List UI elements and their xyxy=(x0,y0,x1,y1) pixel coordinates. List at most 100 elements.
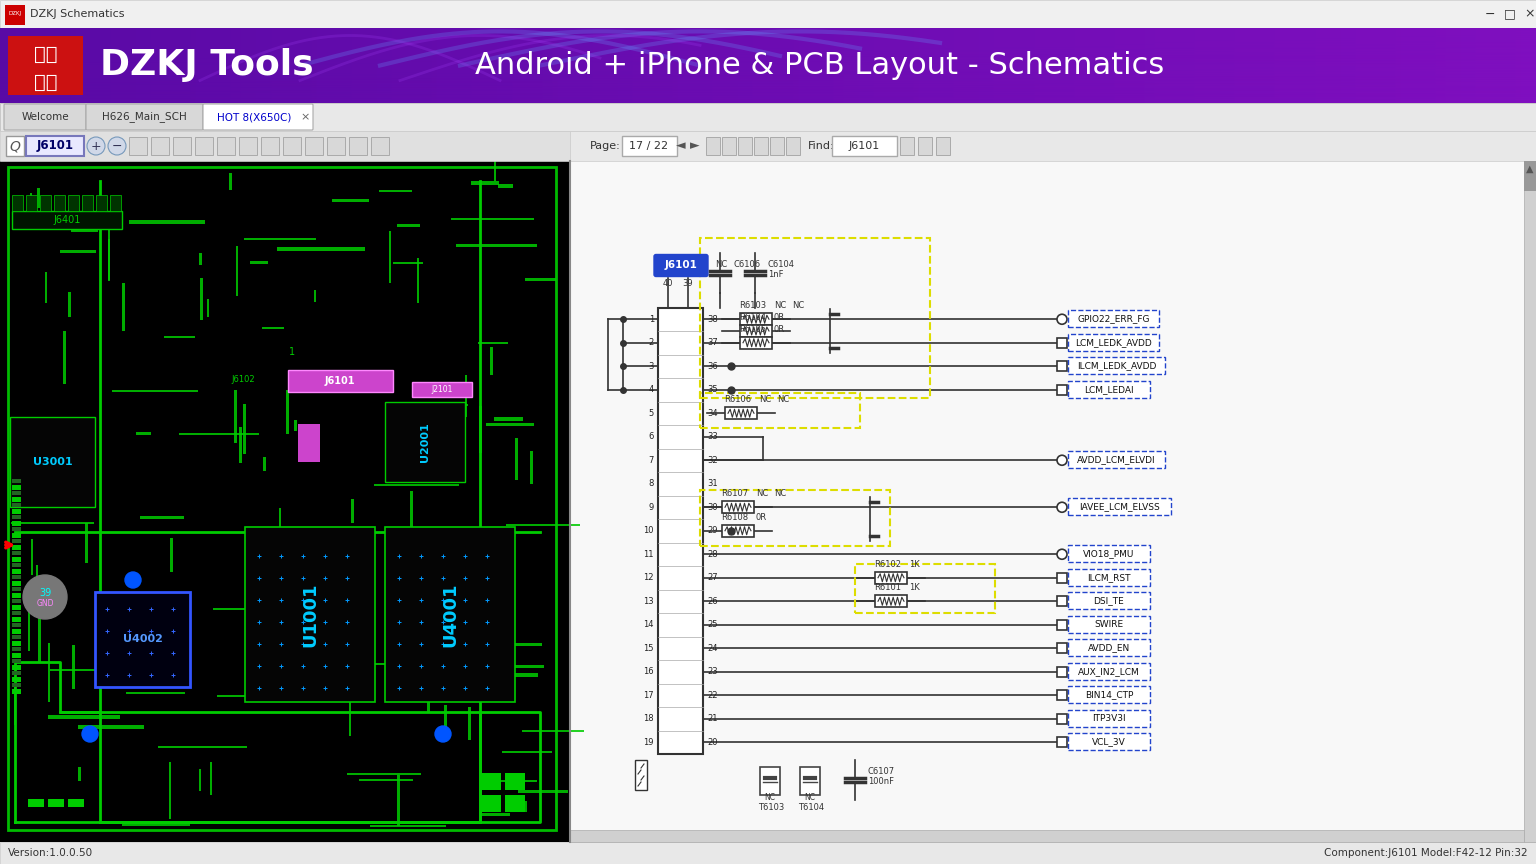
Circle shape xyxy=(1057,455,1068,465)
Text: □: □ xyxy=(1504,8,1516,21)
Bar xyxy=(700,238,929,398)
Bar xyxy=(12,503,22,507)
Bar xyxy=(12,653,22,658)
Text: 21: 21 xyxy=(707,715,717,723)
Bar xyxy=(263,457,266,471)
Bar xyxy=(95,195,108,211)
Text: HOT 8(X650C): HOT 8(X650C) xyxy=(217,112,292,122)
Bar xyxy=(1057,361,1068,372)
Bar xyxy=(359,779,413,781)
Text: AUX_IN2_LCM: AUX_IN2_LCM xyxy=(1078,667,1140,676)
Circle shape xyxy=(124,572,141,588)
Text: Page:: Page: xyxy=(590,141,621,151)
Bar xyxy=(919,137,932,155)
Circle shape xyxy=(1057,550,1068,559)
Bar xyxy=(12,551,22,555)
Bar xyxy=(72,645,75,689)
Bar xyxy=(402,599,406,621)
Bar xyxy=(481,773,501,790)
Bar xyxy=(180,433,260,435)
Text: Find:: Find: xyxy=(808,141,834,151)
Text: 4: 4 xyxy=(648,385,654,394)
Bar xyxy=(1057,596,1068,607)
Bar xyxy=(876,572,906,584)
Bar xyxy=(84,523,88,563)
Bar xyxy=(12,623,22,627)
Bar xyxy=(495,417,522,421)
Bar xyxy=(505,524,581,526)
Bar xyxy=(622,136,677,156)
Text: −: − xyxy=(112,139,123,153)
Bar xyxy=(1057,619,1068,630)
Bar xyxy=(121,283,124,331)
Text: BIN14_CTP: BIN14_CTP xyxy=(1084,690,1134,699)
Text: ×: × xyxy=(301,112,310,122)
Bar xyxy=(427,654,430,713)
Text: J6102: J6102 xyxy=(232,376,255,384)
Bar xyxy=(412,382,472,397)
Text: 0R: 0R xyxy=(756,512,766,522)
Bar xyxy=(11,417,95,507)
Bar xyxy=(530,451,533,484)
Bar xyxy=(754,137,768,155)
Text: NC: NC xyxy=(774,302,786,310)
Bar xyxy=(12,491,22,495)
Text: 29: 29 xyxy=(707,526,717,536)
Bar xyxy=(373,484,459,486)
Bar xyxy=(505,795,525,812)
Bar xyxy=(1057,714,1068,724)
Bar xyxy=(349,137,367,155)
Bar xyxy=(48,799,65,807)
Bar xyxy=(35,565,38,602)
Bar xyxy=(280,508,281,557)
Circle shape xyxy=(23,575,68,619)
Bar xyxy=(12,509,22,514)
Bar xyxy=(393,262,422,264)
Bar xyxy=(407,534,410,551)
Bar xyxy=(740,325,773,337)
Bar xyxy=(237,246,238,296)
Text: T6103: T6103 xyxy=(757,804,785,812)
Bar xyxy=(481,795,501,812)
Text: 1: 1 xyxy=(289,347,295,357)
Bar xyxy=(0,131,570,161)
Text: NC: NC xyxy=(714,260,727,269)
Text: DZKJ Tools: DZKJ Tools xyxy=(100,48,313,82)
Bar xyxy=(108,239,111,280)
Bar xyxy=(263,327,284,329)
Bar xyxy=(210,762,212,795)
Bar xyxy=(0,0,1536,28)
Bar xyxy=(410,491,413,534)
Circle shape xyxy=(108,137,126,155)
Text: 2: 2 xyxy=(648,338,654,347)
Bar xyxy=(1524,161,1536,842)
Text: 11: 11 xyxy=(644,550,654,559)
Bar xyxy=(214,608,266,610)
Bar xyxy=(151,137,169,155)
Bar xyxy=(522,730,584,732)
Text: 17: 17 xyxy=(644,690,654,700)
Bar xyxy=(12,581,22,586)
Bar xyxy=(124,605,127,637)
Bar xyxy=(856,563,995,613)
Text: 10: 10 xyxy=(644,526,654,536)
Text: 27: 27 xyxy=(707,573,717,582)
Bar xyxy=(28,601,31,651)
Bar xyxy=(452,218,535,220)
Bar xyxy=(525,278,556,281)
Bar xyxy=(786,137,800,155)
Bar xyxy=(370,825,445,827)
Bar xyxy=(429,535,482,539)
Bar xyxy=(121,822,190,826)
FancyBboxPatch shape xyxy=(203,104,313,130)
Text: 19: 19 xyxy=(644,738,654,746)
Text: 5: 5 xyxy=(648,409,654,418)
Text: 23: 23 xyxy=(707,667,717,677)
Bar xyxy=(95,592,190,687)
Text: 33: 33 xyxy=(707,432,717,442)
Bar xyxy=(425,577,515,581)
Bar xyxy=(0,161,570,842)
Text: J2101: J2101 xyxy=(432,385,453,395)
Bar xyxy=(12,557,22,562)
Bar xyxy=(250,261,267,264)
